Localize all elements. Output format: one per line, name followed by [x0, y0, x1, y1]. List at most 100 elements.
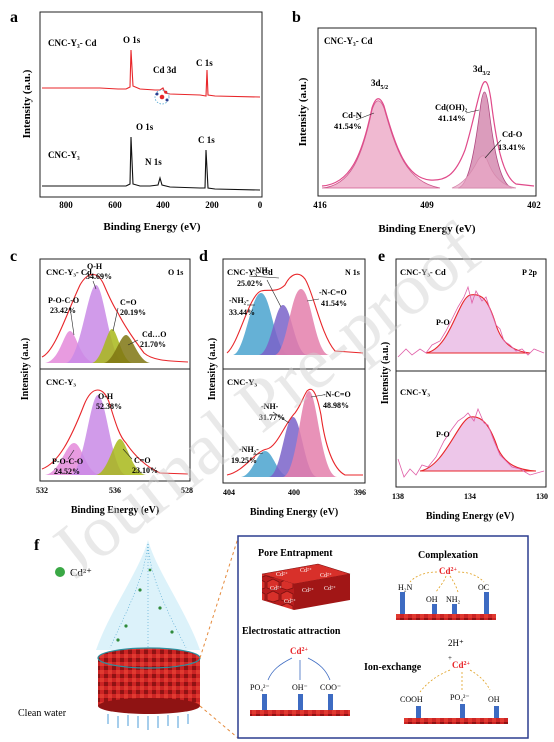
electrostatic-arrows: [267, 657, 331, 681]
svg-text:P-O-C-O: P-O-C-O: [52, 457, 83, 466]
component-labels-bottom: O-H 52.38% P-O-C-O 24.52% C=O 23.10%: [52, 392, 158, 476]
plot-frame: [39, 11, 263, 198]
sample-label-top: CNC-Y₃- Cd: [48, 38, 96, 48]
component-c-o: [96, 439, 146, 475]
svg-text:138: 138: [392, 492, 404, 501]
x-axis-label: Binding Energy (eV): [426, 511, 514, 522]
svg-text:23.42%: 23.42%: [50, 306, 76, 315]
peak-label: O 1s: [123, 35, 141, 45]
peak-label: N 1s: [145, 157, 162, 167]
complexation-substrate: [396, 592, 496, 620]
svg-text:Cd-O: Cd-O: [502, 129, 523, 139]
y-axis-label: Intensity (a.u.): [380, 342, 391, 405]
panel-d: d Intensity (a.u.) CNC-Y₃- Cd N 1s -NH- …: [199, 248, 366, 518]
sample-label: CNC-Y₃- Cd: [324, 36, 372, 46]
y-axis-label: Intensity (a.u.): [207, 338, 218, 401]
svg-text:41.54%: 41.54%: [334, 121, 362, 131]
svg-text:134: 134: [464, 492, 476, 501]
svg-text:48.98%: 48.98%: [323, 401, 349, 410]
pore-entrapment-title: Pore Entrapment: [258, 548, 333, 559]
svg-text:NH₂: NH₂: [446, 595, 461, 604]
svg-text:396: 396: [354, 488, 366, 497]
x-ticks: 532 536 528: [36, 486, 193, 495]
svg-text:OH: OH: [488, 695, 500, 704]
svg-text:19.25%: 19.25%: [231, 456, 257, 465]
component-n-c-o: [283, 391, 337, 477]
cd-ion-electrostatic: Cd2+: [290, 646, 309, 656]
panel-a: a Intensity (a.u.) 800 600 400 200 0 Bin…: [10, 9, 263, 233]
svg-text:532: 532: [36, 486, 48, 495]
water-spray: [96, 540, 200, 650]
svg-text:0: 0: [258, 200, 263, 210]
clean-water-label: Clean water: [18, 708, 67, 719]
x-ticks: 404 400 396: [223, 488, 366, 497]
panel-letter: d: [199, 248, 208, 265]
svg-text:Cd²⁺: Cd²⁺: [284, 598, 296, 605]
panel-letter: f: [34, 537, 40, 554]
spectrum-cnc-y3-cd: [42, 49, 261, 98]
svg-text:528: 528: [181, 486, 193, 495]
svg-text:25.02%: 25.02%: [237, 279, 263, 288]
orbital-label: 3d3/2: [473, 64, 490, 77]
svg-text:409: 409: [420, 200, 434, 210]
component-p-o-fill-bottom: [419, 416, 537, 472]
svg-text:OH⁻: OH⁻: [292, 683, 308, 692]
raw-signal-bottom: [397, 407, 545, 478]
y-axis-label: Intensity (a.u.): [21, 69, 33, 138]
region-label: P 2p: [522, 268, 537, 277]
svg-text:21.70%: 21.70%: [140, 340, 166, 349]
sample-label-bottom: CNC-Y₃: [400, 387, 430, 397]
panel-c: c Intensity (a.u.) CNC-Y₃- Cd O 1s O-H 3…: [10, 248, 193, 516]
spectrum-envelope-top: [226, 273, 364, 354]
svg-text:33.44%: 33.44%: [229, 308, 255, 317]
svg-text:O-H: O-H: [98, 392, 114, 401]
component-cd-oh2: [457, 91, 513, 189]
svg-text:31.77%: 31.77%: [259, 413, 285, 422]
svg-text:800: 800: [59, 200, 73, 210]
membrane-cylinder: [97, 647, 201, 714]
component-p-o-fill-top: [425, 294, 531, 354]
x-axis-label: Binding Energy (eV): [378, 223, 476, 235]
svg-text:400: 400: [156, 200, 170, 210]
panel-b: b Intensity (a.u.) CNC-Y₃- Cd 3d5/2 3d3/…: [292, 9, 541, 235]
svg-text:13.41%: 13.41%: [498, 142, 526, 152]
svg-text:COO⁻: COO⁻: [320, 683, 341, 692]
component-label: P-O: [436, 318, 450, 327]
svg-text:H₂N: H₂N: [398, 583, 413, 592]
component-n-c-o: [275, 289, 329, 355]
svg-text:416: 416: [313, 200, 327, 210]
y-axis-label: Intensity (a.u.): [20, 338, 31, 401]
peak-label: Cd 3d: [153, 65, 176, 75]
svg-text:34.69%: 34.69%: [86, 272, 112, 281]
component-labels-top: -NH- 25.02% -NH₂- 33.44% -N-C=O 41.54%: [229, 266, 347, 317]
svg-text:C=O: C=O: [134, 456, 151, 465]
electrostatic-substrate: [250, 694, 350, 716]
ion-exchange-groups: COOH PO₄²⁻ OH: [400, 693, 500, 704]
svg-text:Cd²⁺: Cd²⁺: [300, 567, 312, 574]
svg-text:-NH₂-: -NH₂-: [229, 296, 249, 305]
svg-text:Cd²⁺: Cd²⁺: [320, 572, 332, 579]
region-label: N 1s: [345, 268, 360, 277]
svg-text:Cd²⁺: Cd²⁺: [324, 585, 336, 592]
spectrum-envelope: [321, 81, 535, 187]
sample-label-bottom: CNC-Y₃: [46, 377, 76, 387]
spectrum-envelope-top: [41, 273, 189, 363]
peak-label: C 1s: [198, 135, 215, 145]
mechanism-box: [237, 535, 529, 739]
plot-frame-bottom: [39, 368, 191, 482]
sample-label-bottom: CNC-Y₃: [48, 150, 80, 160]
component-labels-bottom: -NH- 31.77% -NH₂- 19.25% -N-C=O 48.98%: [231, 390, 351, 465]
panel-f: f Cd²⁺ Clean water Pore Entrapment: [18, 535, 529, 739]
component-label: P-O: [436, 430, 450, 439]
peak-label: C 1s: [196, 58, 213, 68]
ion-exchange-bonds: [419, 669, 491, 693]
svg-text:Cd-N: Cd-N: [342, 110, 363, 120]
complexation-bonds: [409, 571, 485, 593]
svg-text:-NH-: -NH-: [253, 266, 271, 275]
svg-text:-N-C=O: -N-C=O: [319, 288, 347, 297]
clean-water-drops: [107, 714, 189, 730]
svg-text:O-H: O-H: [87, 262, 103, 271]
x-ticks: 416 409 402: [313, 200, 541, 210]
panel-letter: a: [10, 9, 18, 26]
svg-text:400: 400: [288, 488, 300, 497]
